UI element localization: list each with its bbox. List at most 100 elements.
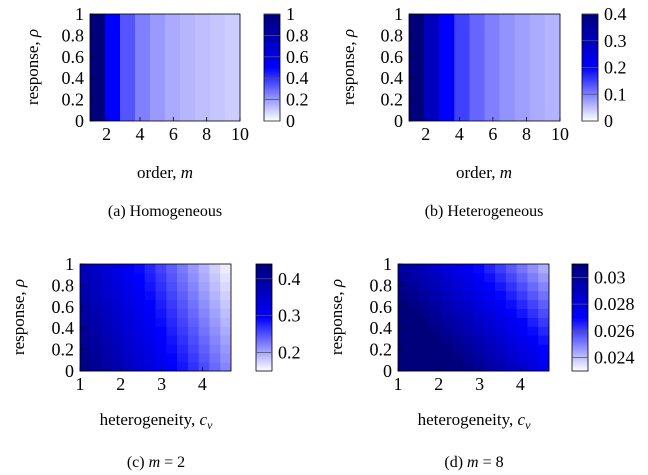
y-ticks-a: 00.20.40.60.81: [62, 4, 94, 131]
heatmap-cell: [398, 353, 410, 363]
heatmap-cell: [80, 326, 92, 336]
heatmap-cell: [408, 299, 420, 309]
heatmap-cell: [209, 326, 221, 336]
heatmap-cell: [408, 317, 420, 327]
heatmap-cell: [462, 344, 474, 354]
heatmap-cell: [209, 290, 221, 301]
heatmap-cell: [451, 290, 464, 301]
heatmap-cell: [123, 326, 135, 336]
heatmap-cell: [462, 299, 474, 309]
heatmap-cell: [209, 299, 221, 309]
heatmap-cell: [430, 362, 442, 372]
heatmap-cell: [473, 290, 485, 301]
heatmap-cell: [155, 281, 167, 292]
x-tick-label: 2: [421, 124, 430, 144]
heatmap-cell: [220, 335, 232, 345]
heatmap-cell: [166, 362, 178, 372]
heatmap-cell: [80, 308, 92, 318]
heatmap-cell: [187, 335, 200, 345]
heatmap-cell: [484, 290, 496, 301]
x-ticks-c: 1 2 3 4: [76, 367, 207, 394]
heatmap-cell: [198, 281, 210, 292]
heatmap-cell: [398, 317, 410, 327]
y-ticks-c: 00.20.40.60.81: [52, 254, 84, 381]
heatmap-cell: [155, 353, 167, 363]
heatmap-cell: [514, 14, 531, 121]
heatmap-cell: [505, 272, 518, 283]
heatmap-cell: [144, 264, 156, 274]
heatmap-cell: [80, 317, 92, 327]
heatmap-cell: [198, 272, 210, 283]
y-tick-label: 1: [383, 254, 392, 274]
heatmap-cell: [220, 362, 232, 372]
heatmap-cell: [166, 317, 178, 327]
colorbar-tick-label: 0.3: [604, 31, 627, 51]
x-tick-label: 8: [522, 124, 531, 144]
heatmap-cell: [484, 272, 496, 283]
heatmap-cell: [220, 281, 232, 292]
y-axis-label-c: response, ρ: [9, 279, 28, 355]
heatmap-cell: [144, 290, 156, 301]
heatmap-cell: [419, 290, 431, 301]
heatmap-cell: [80, 362, 92, 372]
x-tick-label: 3: [157, 374, 166, 394]
heatmap-cell: [177, 317, 189, 327]
heatmap-cell: [166, 290, 178, 301]
colorbar-tick-label: 0: [604, 111, 613, 131]
heatmap-cell: [187, 299, 200, 309]
heatmap-cell: [112, 272, 124, 283]
heatmap-cell: [398, 344, 410, 354]
heatmap-cell: [90, 299, 102, 309]
heatmap-cell: [177, 308, 189, 318]
y-tick-label: 0.2: [62, 90, 85, 110]
heatmap-cell: [90, 353, 102, 363]
heatmap-cell: [398, 362, 410, 372]
heatmap-cell: [516, 317, 528, 327]
heatmap-cell: [144, 317, 156, 327]
y-tick-label: 0.2: [370, 340, 393, 360]
heatmap-cell: [90, 362, 102, 372]
panel-a: 2 4 6 8 10 00.20.40.60.81 response, ρ order,…: [23, 4, 309, 220]
heatmap-cell: [80, 272, 92, 283]
heatmap-cell: [419, 344, 431, 354]
heatmap-cell: [538, 317, 550, 327]
heatmap-cell: [409, 14, 425, 121]
heatmap-cell: [473, 317, 485, 327]
heatmap-cell: [133, 353, 146, 363]
heatmap-cell: [112, 317, 124, 327]
heatmap-cell: [198, 335, 210, 345]
x-tick-label: 2: [102, 124, 111, 144]
y-tick-label: 0.6: [381, 47, 404, 67]
heatmap-cell: [198, 353, 210, 363]
heatmap-cell: [101, 290, 113, 301]
heatmap-cell: [419, 317, 431, 327]
heatmap-cell: [529, 14, 546, 121]
y-tick-label: 0.6: [52, 297, 75, 317]
heatmap-cell: [144, 344, 156, 354]
heatmap-d: [398, 264, 550, 372]
heatmap-cell: [90, 14, 106, 121]
heatmap-cell: [177, 353, 189, 363]
heatmap-cell: [133, 272, 146, 283]
y-tick-label: 0.4: [52, 318, 75, 338]
heatmap-cell: [408, 281, 420, 292]
heatmap-cell: [155, 335, 167, 345]
heatmap-cell: [484, 362, 496, 372]
heatmap-cell: [439, 14, 455, 121]
heatmap-cell: [209, 362, 221, 372]
heatmap-cell: [135, 14, 151, 121]
heatmap-cell: [112, 362, 124, 372]
x-tick-label: 4: [198, 374, 207, 394]
heatmap-cell: [187, 290, 200, 301]
heatmap-cell: [220, 272, 232, 283]
heatmap-cell: [462, 264, 474, 274]
heatmap-cell: [123, 264, 135, 274]
heatmap-cell: [495, 335, 507, 345]
heatmap-cell: [90, 344, 102, 354]
heatmap-cell: [398, 264, 410, 274]
heatmap-cell: [430, 353, 442, 363]
colorbar-tick-label: 0.4: [604, 4, 627, 24]
heatmap-cell: [398, 326, 410, 336]
heatmap-cell: [527, 317, 539, 327]
